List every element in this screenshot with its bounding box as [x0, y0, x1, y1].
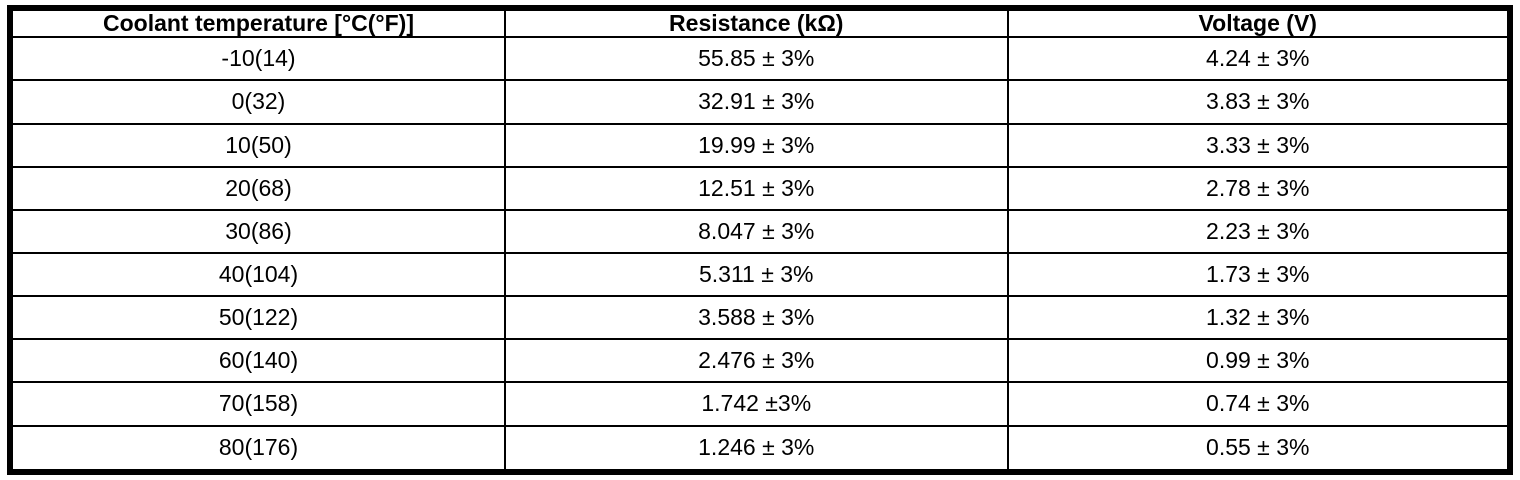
- cell-voltage: 3.83 ± 3%: [1006, 79, 1511, 125]
- spec-table-container: Coolant temperature [°C(°F)] Resistance …: [7, 5, 1513, 475]
- table-row: 20(68) 12.51 ± 3% 2.78 ± 3%: [9, 165, 1511, 211]
- table-row: 0(32) 32.91 ± 3% 3.83 ± 3%: [9, 79, 1511, 125]
- cell-voltage: 2.78 ± 3%: [1006, 165, 1511, 211]
- cell-resistance: 1.246 ± 3%: [504, 424, 1009, 474]
- cell-resistance: 5.311 ± 3%: [504, 251, 1009, 298]
- cell-temperature: 30(86): [9, 208, 506, 255]
- cell-resistance: 1.742 ±3%: [504, 381, 1009, 427]
- cell-temperature: 20(68): [9, 165, 506, 211]
- cell-temperature: -10(14): [9, 36, 506, 82]
- cell-resistance: 12.51 ± 3%: [504, 165, 1009, 211]
- cell-resistance: 2.476 ± 3%: [504, 338, 1009, 384]
- cell-voltage: 2.23 ± 3%: [1006, 208, 1511, 255]
- cell-voltage: 1.32 ± 3%: [1006, 295, 1511, 341]
- cell-temperature: 80(176): [9, 424, 506, 474]
- table-row: 10(50) 19.99 ± 3% 3.33 ± 3%: [9, 122, 1511, 168]
- cell-temperature: 0(32): [9, 79, 506, 125]
- table-row: 70(158) 1.742 ±3% 0.74 ± 3%: [9, 381, 1511, 427]
- cell-voltage: 1.73 ± 3%: [1006, 251, 1511, 298]
- table-row: 80(176) 1.246 ± 3% 0.55 ± 3%: [9, 424, 1511, 474]
- cell-resistance: 8.047 ± 3%: [504, 208, 1009, 255]
- header-row: Coolant temperature [°C(°F)] Resistance …: [9, 6, 1511, 39]
- cell-temperature: 50(122): [9, 295, 506, 341]
- cell-voltage: 0.99 ± 3%: [1006, 338, 1511, 384]
- cell-voltage: 4.24 ± 3%: [1006, 36, 1511, 82]
- cell-voltage: 0.74 ± 3%: [1006, 381, 1511, 427]
- cell-resistance: 32.91 ± 3%: [504, 79, 1009, 125]
- cell-voltage: 3.33 ± 3%: [1006, 122, 1511, 168]
- cell-resistance: 19.99 ± 3%: [504, 122, 1009, 168]
- table-row: 30(86) 8.047 ± 3% 2.23 ± 3%: [9, 208, 1511, 255]
- cell-temperature: 60(140): [9, 338, 506, 384]
- cell-temperature: 40(104): [9, 251, 506, 298]
- coolant-sensor-spec-table: Coolant temperature [°C(°F)] Resistance …: [7, 5, 1513, 475]
- cell-temperature: 10(50): [9, 122, 506, 168]
- table-row: 40(104) 5.311 ± 3% 1.73 ± 3%: [9, 251, 1511, 298]
- column-header-voltage: Voltage (V): [1006, 6, 1511, 39]
- table-row: 60(140) 2.476 ± 3% 0.99 ± 3%: [9, 338, 1511, 384]
- table-row: -10(14) 55.85 ± 3% 4.24 ± 3%: [9, 36, 1511, 82]
- cell-temperature: 70(158): [9, 381, 506, 427]
- cell-resistance: 55.85 ± 3%: [504, 36, 1009, 82]
- cell-voltage: 0.55 ± 3%: [1006, 424, 1511, 474]
- column-header-coolant-temperature: Coolant temperature [°C(°F)]: [9, 6, 506, 39]
- cell-resistance: 3.588 ± 3%: [504, 295, 1009, 341]
- column-header-resistance: Resistance (kΩ): [504, 6, 1009, 39]
- table-row: 50(122) 3.588 ± 3% 1.32 ± 3%: [9, 295, 1511, 341]
